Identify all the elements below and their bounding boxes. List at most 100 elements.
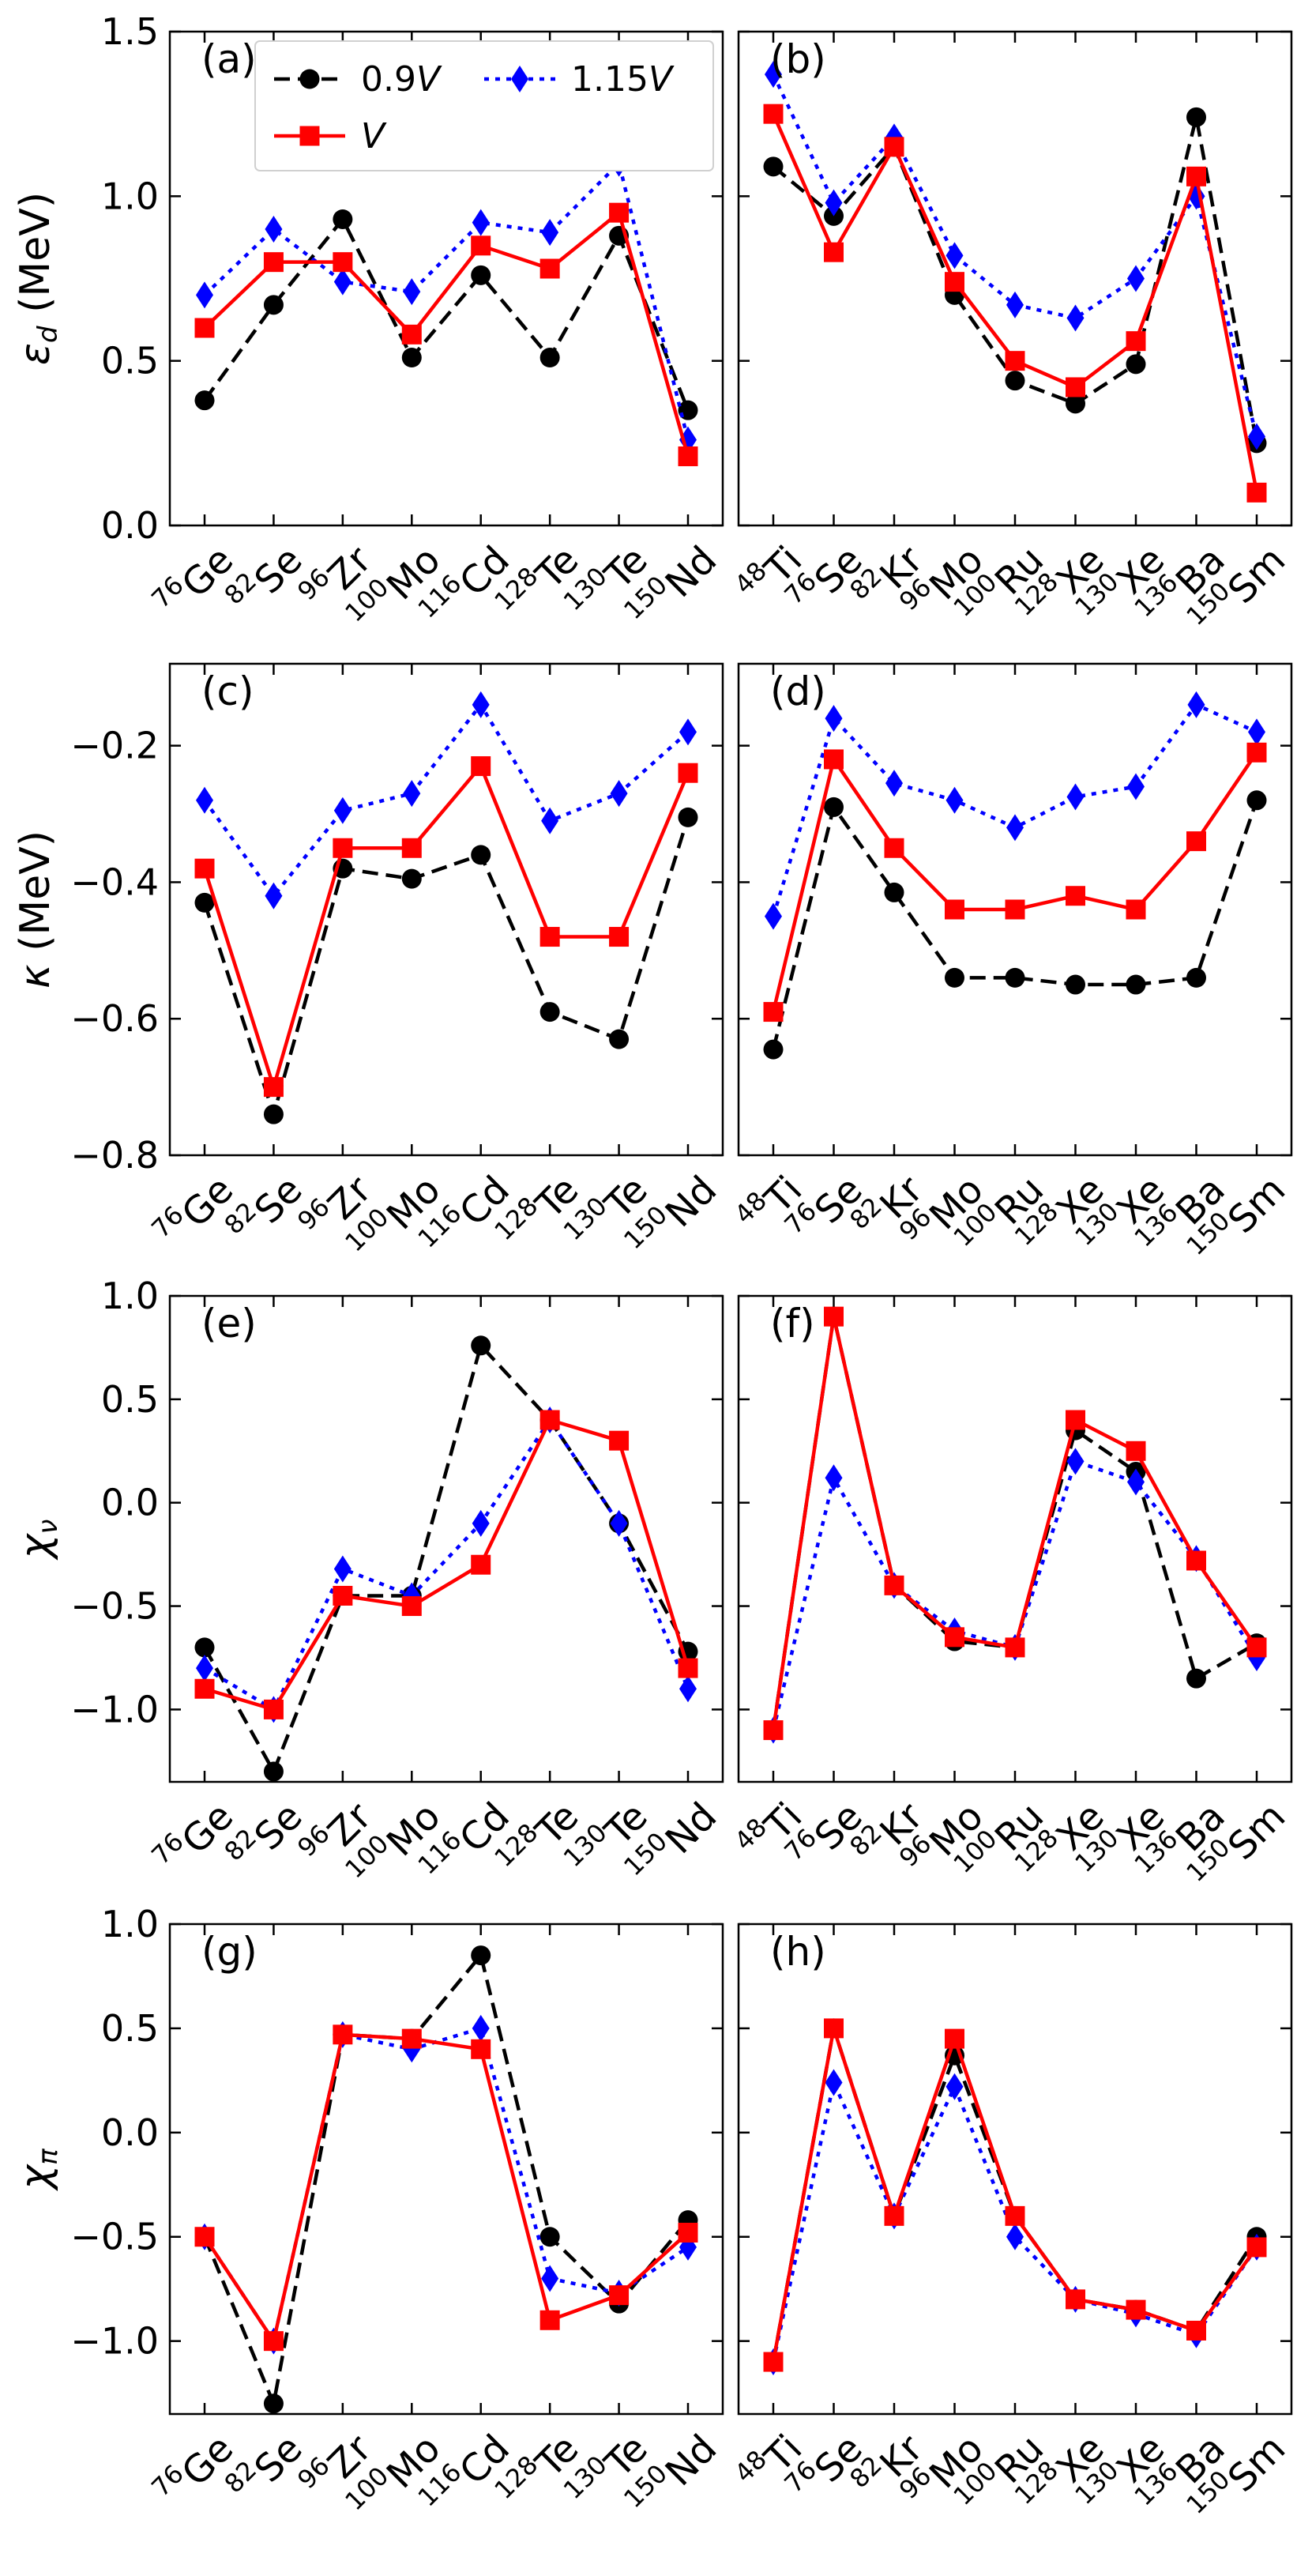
data-point <box>678 2222 698 2243</box>
data-point <box>539 1002 560 1022</box>
data-point <box>885 770 903 797</box>
data-point <box>194 1637 215 1658</box>
data-point <box>945 272 964 292</box>
data-point <box>763 2352 784 2372</box>
data-point <box>678 807 698 827</box>
data-point <box>333 838 353 858</box>
series-line <box>771 73 1259 438</box>
data-point <box>884 1575 904 1595</box>
series-line <box>203 161 690 441</box>
data-point <box>539 2227 560 2247</box>
data-point <box>610 1509 628 1537</box>
data-point <box>825 705 843 733</box>
data-point <box>884 838 904 858</box>
panel-label: (g) <box>201 1929 258 1975</box>
y-tick-label: 1.0 <box>101 175 159 217</box>
data-point <box>333 1585 353 1606</box>
y-tick-label: 0.0 <box>101 504 159 547</box>
y-tick-label: 1.0 <box>101 1275 159 1317</box>
data-point <box>884 137 904 157</box>
y-tick-label: 0.0 <box>101 1482 159 1524</box>
data-point <box>1005 899 1025 920</box>
data-point <box>194 2227 215 2247</box>
data-point <box>763 104 784 124</box>
series-line <box>771 702 1257 917</box>
plot-frame <box>168 30 724 527</box>
chart-panel-c: −0.8−0.6−0.4−0.276Ge82Se96Zr100Mo116Cd12… <box>12 662 725 1257</box>
data-point <box>1005 967 1025 988</box>
data-point <box>333 1555 351 1583</box>
data-point <box>1246 2237 1267 2258</box>
data-point <box>945 2073 964 2100</box>
chart-panel-g: −1.0−0.50.00.51.076Ge82Se96Zr100Mo116Cd1… <box>12 1903 725 2516</box>
data-point <box>333 268 351 296</box>
series-s115 <box>196 691 697 910</box>
panel-label: (d) <box>770 668 826 714</box>
series-line <box>203 1418 690 1712</box>
data-point <box>609 1430 630 1451</box>
series-sV <box>194 756 698 1098</box>
data-point <box>471 1945 491 1966</box>
data-point <box>471 1554 491 1575</box>
series-sV <box>194 2024 698 2352</box>
data-point <box>884 882 904 902</box>
data-point <box>263 295 284 315</box>
data-point <box>945 967 964 988</box>
data-point <box>763 1720 784 1741</box>
data-point <box>539 927 560 947</box>
data-point <box>679 718 697 746</box>
data-point <box>1246 482 1267 503</box>
data-point <box>1066 1448 1085 1475</box>
series-line <box>203 1343 690 1774</box>
panel-label: (e) <box>201 1301 257 1346</box>
data-point <box>1187 691 1205 718</box>
legend-label: 0.9V <box>361 59 442 100</box>
data-point <box>194 858 215 879</box>
series-sV <box>763 104 1267 503</box>
data-point <box>824 797 844 817</box>
series-line <box>772 115 1259 444</box>
data-point <box>403 780 421 808</box>
data-point <box>541 219 559 247</box>
data-point <box>765 61 782 89</box>
data-point <box>1066 886 1085 906</box>
data-point <box>1186 166 1206 186</box>
data-point <box>471 235 491 256</box>
y-tick-label: −0.5 <box>70 2216 159 2258</box>
data-point <box>824 242 844 262</box>
data-point <box>333 797 351 824</box>
series-line <box>771 2081 1258 2363</box>
data-point <box>263 2331 284 2352</box>
data-point <box>539 258 560 279</box>
y-tick-label: 1.0 <box>101 1903 159 1945</box>
series-line <box>204 1418 690 1712</box>
panel-label: (a) <box>201 36 257 82</box>
data-point <box>263 1761 284 1782</box>
data-point <box>1186 967 1206 988</box>
data-point <box>609 2285 630 2306</box>
data-point <box>945 786 964 814</box>
y-tick-label: −1.0 <box>70 1688 159 1731</box>
data-point <box>472 2014 490 2042</box>
data-point <box>1246 1637 1267 1658</box>
data-point <box>1248 718 1265 746</box>
plot-frame <box>737 30 1293 527</box>
data-point <box>825 2069 843 2096</box>
data-point <box>884 2205 904 2226</box>
series-s09 <box>194 209 698 420</box>
data-point <box>763 1002 784 1022</box>
y-tick-label: −1.0 <box>70 2320 159 2363</box>
data-point <box>945 899 964 920</box>
chart-panel-f: 48Ti76Se82Kr96Mo100Ru128Xe130Xe136Ba150S… <box>728 1294 1294 1888</box>
data-point <box>263 1699 284 1719</box>
data-point <box>1126 974 1146 995</box>
data-point <box>401 1596 422 1617</box>
data-point <box>1066 2289 1085 2310</box>
data-point <box>763 1039 784 1060</box>
y-tick-label: 0.5 <box>101 1378 159 1421</box>
series-s09 <box>763 790 1267 1060</box>
legend-label: V <box>361 116 387 156</box>
data-point <box>609 927 630 947</box>
legend-marker <box>511 66 528 92</box>
